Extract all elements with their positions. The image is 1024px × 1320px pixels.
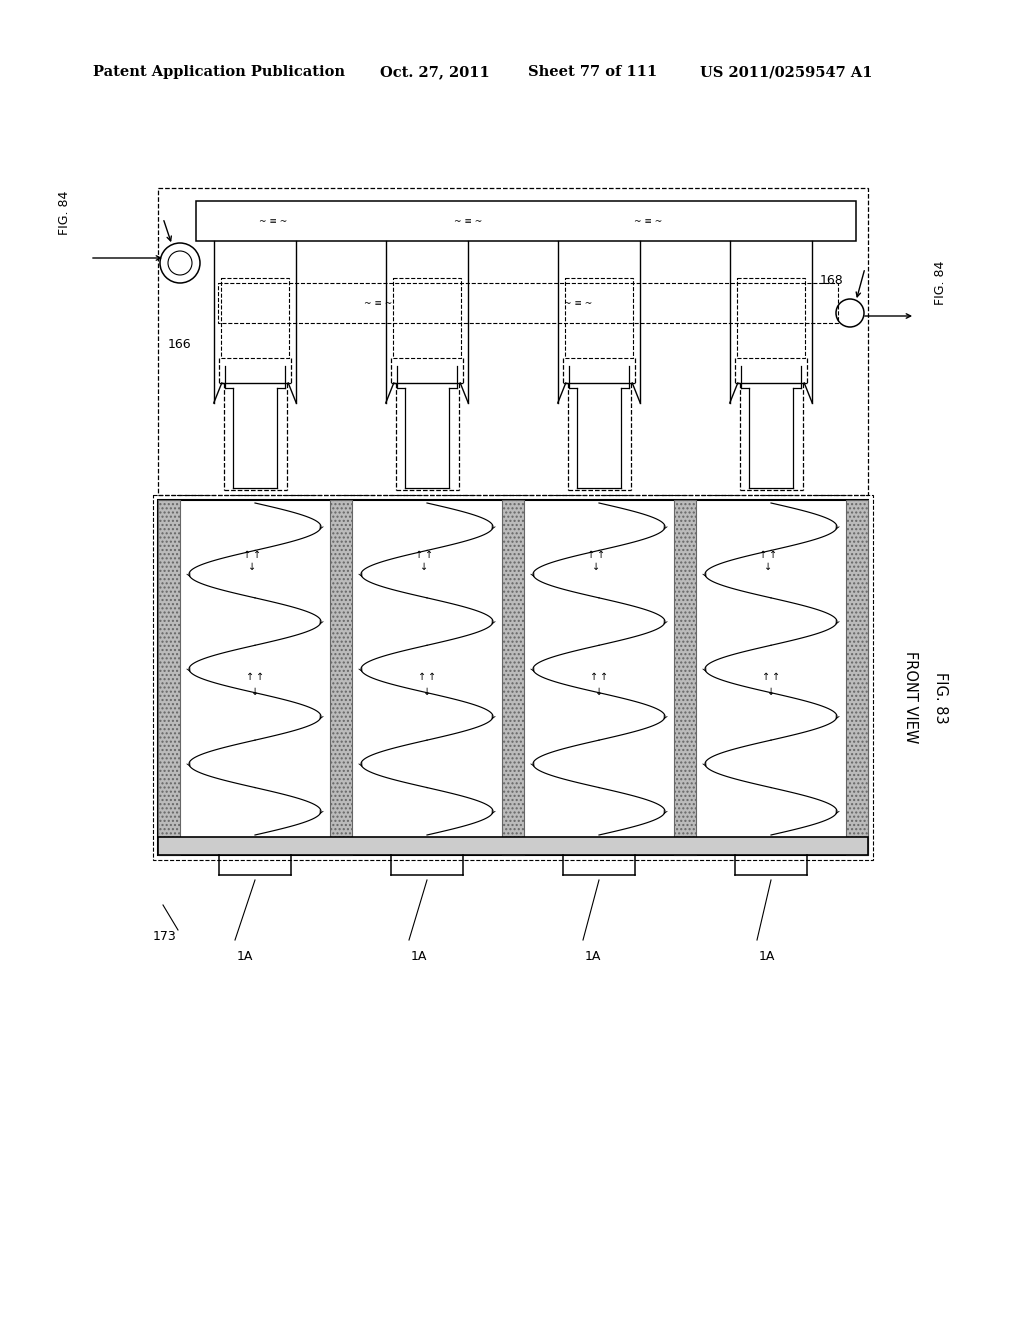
Text: FRONT VIEW: FRONT VIEW (902, 651, 918, 743)
Text: 1A: 1A (411, 950, 427, 964)
Text: ↓: ↓ (592, 562, 600, 572)
Text: FIG. 83: FIG. 83 (933, 672, 947, 723)
Text: 1A: 1A (237, 950, 253, 964)
Text: ↓: ↓ (248, 562, 256, 572)
Text: ↑: ↑ (425, 550, 433, 560)
Text: ↑: ↑ (253, 550, 261, 560)
Text: Patent Application Publication: Patent Application Publication (93, 65, 345, 79)
Text: Sheet 77 of 111: Sheet 77 of 111 (528, 65, 657, 79)
Text: ↑: ↑ (762, 672, 770, 682)
Text: ↑: ↑ (769, 550, 777, 560)
Text: 173: 173 (153, 931, 177, 942)
Text: ↓: ↓ (420, 562, 428, 572)
Text: ~ ≡ ~: ~ ≡ ~ (454, 216, 482, 226)
Text: ↑: ↑ (772, 672, 780, 682)
Text: ↓: ↓ (423, 686, 431, 697)
Text: ↓: ↓ (595, 686, 603, 697)
Text: ↑: ↑ (246, 672, 254, 682)
Text: ~ ≡ ~: ~ ≡ ~ (564, 298, 592, 308)
Text: ↑: ↑ (428, 672, 436, 682)
Text: 1A: 1A (759, 950, 775, 964)
Text: ↑: ↑ (243, 550, 251, 560)
Text: ↑: ↑ (759, 550, 767, 560)
Bar (218, 282, 838, 323)
Bar (158, 500, 180, 855)
Bar (158, 500, 868, 855)
Text: ~ ≡ ~: ~ ≡ ~ (634, 216, 663, 226)
Bar (158, 837, 868, 855)
Text: ↓: ↓ (767, 686, 775, 697)
Text: US 2011/0259547 A1: US 2011/0259547 A1 (700, 65, 872, 79)
Text: 168: 168 (820, 275, 844, 288)
Bar (846, 500, 868, 855)
Bar (565, 279, 633, 358)
Text: FIG. 84: FIG. 84 (934, 261, 946, 305)
Text: ~ ≡ ~: ~ ≡ ~ (259, 216, 287, 226)
Text: ↑: ↑ (600, 672, 608, 682)
Bar (674, 500, 696, 855)
Text: ↑: ↑ (590, 672, 598, 682)
Text: ↑: ↑ (256, 672, 264, 682)
Text: FIG. 84: FIG. 84 (58, 191, 72, 235)
Bar (196, 201, 856, 242)
Text: ↑: ↑ (597, 550, 605, 560)
Text: ↑: ↑ (415, 550, 423, 560)
Text: ↑: ↑ (418, 672, 426, 682)
Text: ↑: ↑ (587, 550, 595, 560)
Bar (153, 495, 873, 861)
Bar (737, 279, 805, 358)
Text: ↓: ↓ (764, 562, 772, 572)
Bar (393, 279, 461, 358)
Bar (221, 279, 289, 358)
Bar (330, 500, 352, 855)
Text: 1A: 1A (585, 950, 601, 964)
Text: 166: 166 (168, 338, 191, 351)
Text: Oct. 27, 2011: Oct. 27, 2011 (380, 65, 489, 79)
Bar (158, 187, 868, 495)
Text: ~ ≡ ~: ~ ≡ ~ (364, 298, 392, 308)
Bar (502, 500, 524, 855)
Text: ↓: ↓ (251, 686, 259, 697)
